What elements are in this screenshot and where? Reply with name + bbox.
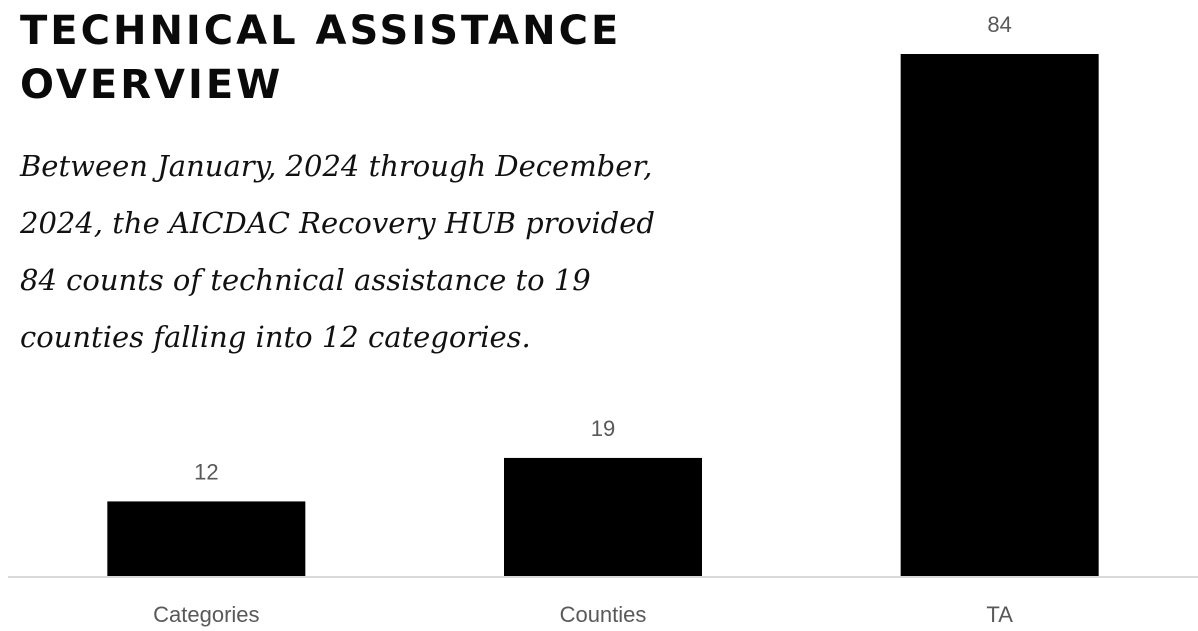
bars-group	[107, 54, 1099, 576]
bar-categories	[107, 501, 306, 576]
category-label-categories: Categories	[153, 602, 259, 627]
data-label-categories: 12	[194, 459, 218, 484]
summary-line: 2024, the AICDAC Recovery HUB provided	[20, 206, 655, 240]
summary-line: 84 counts of technical assistance to 19	[20, 263, 591, 297]
summary-text: Between January, 2024 through December, …	[20, 138, 780, 366]
bar-counties	[504, 457, 702, 576]
summary-line: counties falling into 12 categories.	[20, 320, 531, 354]
data-label-counties: 19	[591, 416, 615, 441]
summary-line: Between January, 2024 through December,	[20, 149, 653, 183]
data-label-ta: 84	[987, 12, 1011, 37]
category-label-counties: Counties	[560, 602, 647, 627]
page-title: TECHNICAL ASSISTANCE OVERVIEW	[20, 4, 780, 112]
title-line: TECHNICAL ASSISTANCE	[20, 8, 622, 54]
category-label-ta: TA	[986, 602, 1013, 627]
bar-ta	[900, 54, 1099, 576]
title-line: OVERVIEW	[20, 62, 284, 108]
labels-group: 12 Categories 19 Counties 84 TA	[153, 12, 1013, 627]
